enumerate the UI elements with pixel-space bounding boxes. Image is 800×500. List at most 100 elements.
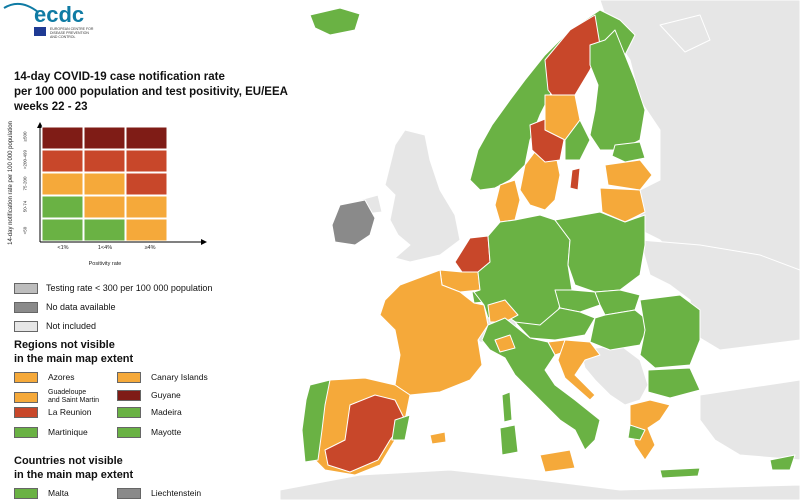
logo-agency-line-3: AND CONTROL — [50, 35, 76, 39]
map-region-balearic — [429, 431, 447, 445]
map-region-sweden-east — [564, 119, 591, 161]
map-region-turkey — [699, 379, 800, 461]
matrix-cell-r4-c1 — [41, 195, 84, 219]
map-region-cyprus — [769, 454, 796, 471]
map-region-sicily — [539, 449, 576, 473]
region-mayotte-swatch — [117, 427, 141, 438]
matrix-cell-r3-c1 — [41, 172, 84, 196]
legend-testing-rate-label: Testing rate < 300 per 100 000 populatio… — [46, 283, 213, 293]
region-guyane-swatch — [117, 390, 141, 401]
title-line-1: 14-day COVID-19 case notification rate — [14, 71, 225, 83]
region-canary-islands: Canary Islands — [117, 372, 208, 383]
logo-swoosh-icon — [3, 2, 39, 13]
matrix-positivity-band-2: 1<4% — [97, 245, 113, 251]
map-region-bulgaria — [647, 367, 701, 399]
map-region-svalbard — [659, 14, 711, 53]
map-region-united-kingdom — [384, 129, 461, 263]
matrix-positivity-band-1: <1% — [57, 245, 69, 251]
matrix-positivity-band-3: ≥4% — [144, 245, 156, 251]
country-malta: Malta — [14, 488, 69, 499]
region-azores-label: Azores — [48, 372, 75, 382]
matrix-cell-r2-c2 — [83, 149, 126, 173]
legend-not-included-label: Not included — [46, 321, 97, 331]
legend-no-data-swatch — [14, 301, 38, 313]
region-madeira-swatch — [117, 407, 141, 418]
region-canary-islands-swatch — [117, 372, 141, 383]
map-region-croatia — [557, 339, 601, 401]
map-region-germany-sw — [487, 299, 519, 323]
matrix-cell-r5-c2 — [83, 218, 126, 242]
matrix-rate-band-5: <50 — [22, 226, 28, 235]
matrix-cell-r4-c2 — [83, 195, 126, 219]
map-region-latvia — [604, 159, 653, 191]
matrix-rate-band-4: 50-74 — [22, 200, 28, 213]
map-region-spain-red — [324, 394, 406, 473]
logo-agency-line-1: EUROPEAN CENTRE FOR — [50, 27, 94, 31]
countries-title-line-1: Countries not visible — [14, 455, 123, 467]
map-title: 14-day COVID-19 case notification rate p… — [14, 70, 334, 115]
map-region-crete — [659, 467, 701, 479]
countries-title-line-2: in the main map extent — [14, 469, 134, 481]
legend-testing-rate: Testing rate < 300 per 100 000 populatio… — [14, 281, 212, 295]
map-region-romania — [639, 294, 701, 369]
matrix-rate-band-3: 75-200 — [22, 176, 28, 191]
matrix-y-label: 14-day notification rate per 100 000 pop… — [8, 121, 14, 245]
regions-section-title: Regions not visible in the main map exte… — [14, 338, 234, 366]
region-la-reunion: La Reunion — [14, 407, 91, 418]
matrix-rate-band-1: ≥500 — [22, 131, 28, 142]
region-guadeloupe-label-1: Guadeloupe — [48, 389, 87, 396]
region-guyane-label: Guyane — [151, 390, 181, 400]
regions-title-line-2: in the main map extent — [14, 353, 134, 365]
matrix-cell-r5-c3 — [125, 218, 168, 242]
region-martinique-swatch — [14, 427, 38, 438]
map-region-italy — [481, 317, 601, 451]
matrix-cell-r2-c1 — [41, 149, 84, 173]
region-martinique: Martinique — [14, 427, 88, 438]
region-mayotte-label: Mayotte — [151, 427, 182, 437]
legend-testing-rate-swatch — [14, 282, 38, 294]
region-guadeloupe-saint-martin: Guadeloupe and Saint Martin — [14, 389, 99, 405]
region-madeira: Madeira — [117, 407, 182, 418]
matrix-rate-band-2: >200-499 — [22, 149, 28, 170]
map-region-corsica — [501, 391, 513, 423]
map-region-ukraine-moldova — [639, 239, 800, 351]
matrix-x-label: Positivity rate — [88, 261, 122, 267]
legend-not-included: Not included — [14, 319, 96, 333]
region-azores-swatch — [14, 372, 38, 383]
map-region-hungary — [589, 309, 651, 351]
logo-agency-line-2: DISEASE PREVENTION — [50, 31, 89, 35]
matrix-cell-r3-c3 — [125, 172, 168, 196]
logo-wordmark: ecdc — [34, 2, 84, 27]
title-line-2: per 100 000 population and test positivi… — [14, 86, 288, 98]
legend-no-data-label: No data available — [46, 302, 116, 312]
legend-no-data: No data available — [14, 300, 116, 314]
matrix-cell-r2-c3 — [125, 149, 168, 173]
map-region-estonia — [611, 141, 646, 163]
rate-positivity-matrix — [37, 122, 207, 245]
legend-not-included-swatch — [14, 320, 38, 332]
ecdc-logo: ecdc EUROPEAN CENTRE FOR DISEASE PREVENT… — [3, 2, 94, 39]
region-martinique-label: Martinique — [48, 427, 88, 437]
map-region-lithuania — [599, 187, 646, 223]
map-region-greece-green — [627, 424, 646, 441]
region-la-reunion-swatch — [14, 407, 38, 418]
region-guadeloupe-label-2: and Saint Martin — [48, 397, 99, 404]
map-region-sardinia — [499, 424, 519, 456]
map-region-gotland — [569, 167, 581, 191]
matrix-cell-r3-c2 — [83, 172, 126, 196]
matrix-cell-r5-c1 — [41, 218, 84, 242]
region-guyane: Guyane — [117, 390, 181, 401]
map-region-north-africa — [279, 469, 800, 500]
map-region-poland — [554, 211, 646, 293]
region-azores: Azores — [14, 372, 74, 383]
matrix-cell-r1-c2 — [83, 126, 126, 150]
country-malta-label: Malta — [48, 488, 69, 498]
map-region-france — [379, 269, 489, 396]
matrix-cell-r4-c3 — [125, 195, 168, 219]
map-region-spain-east-green — [391, 414, 411, 441]
region-canary-islands-label: Canary Islands — [151, 372, 208, 382]
country-malta-swatch — [14, 488, 38, 499]
country-liechtenstein-label: Liechtenstein — [151, 488, 202, 498]
map-region-iceland — [309, 7, 361, 36]
